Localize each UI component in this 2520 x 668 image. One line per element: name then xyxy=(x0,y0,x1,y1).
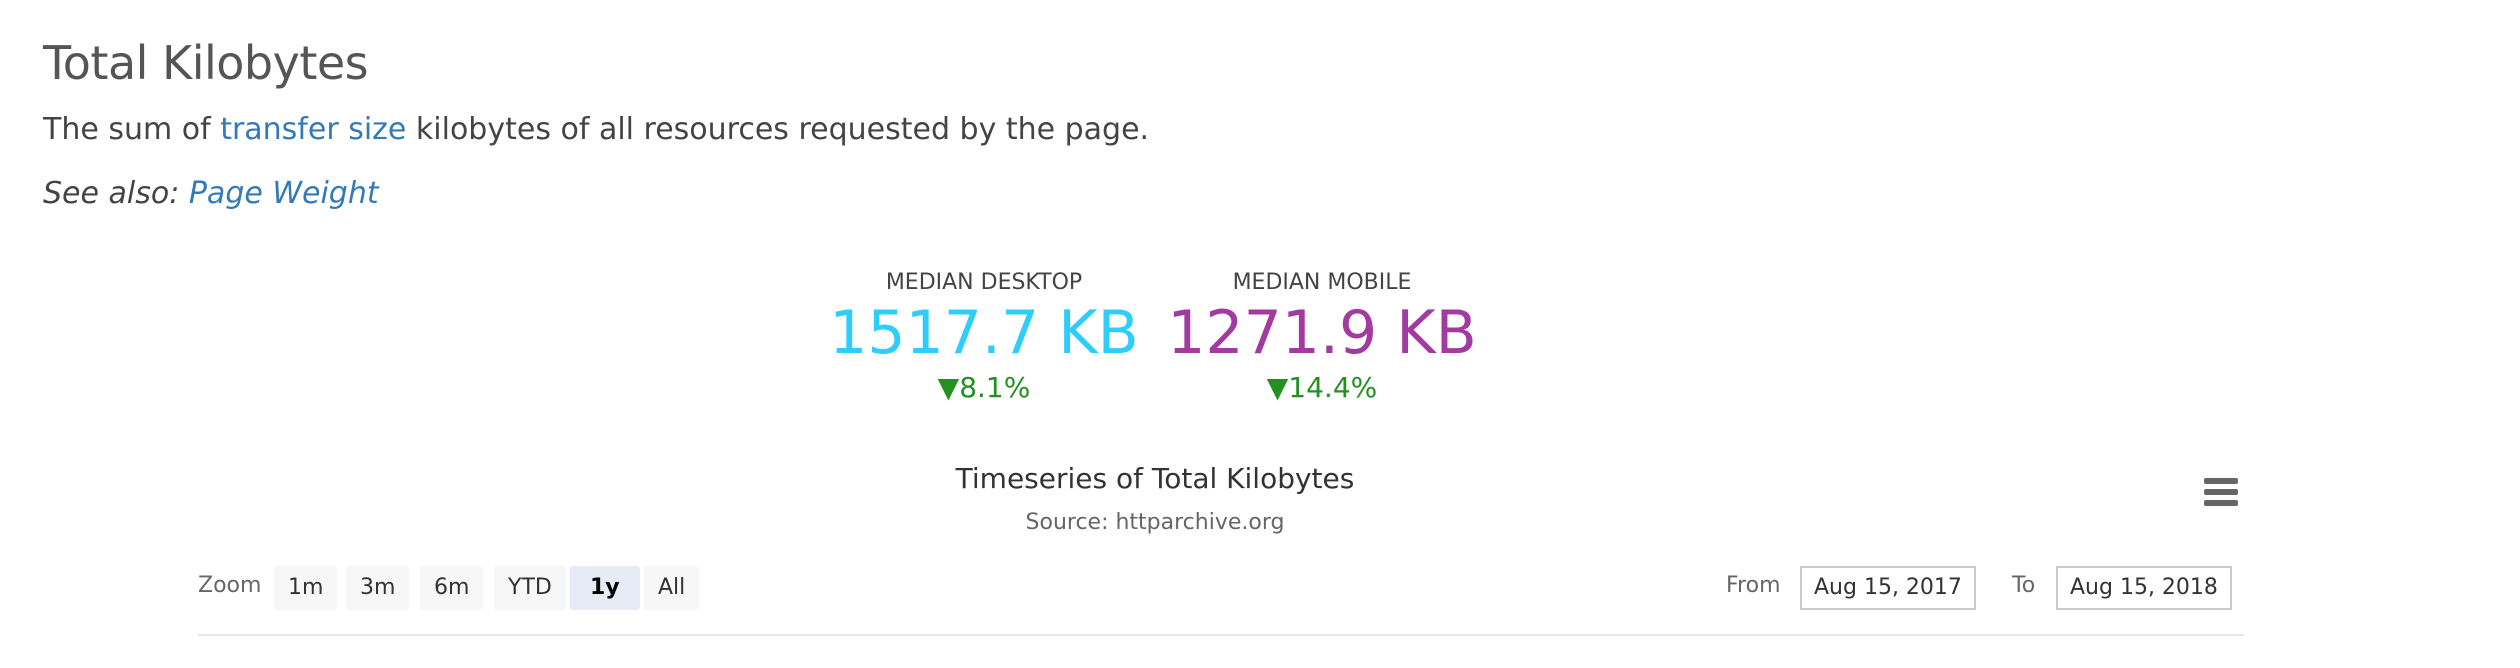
metric-median-mobile: MEDIAN MOBILE 1271.9 KB ▼14.4% xyxy=(1112,270,1532,404)
chart-title: Timeseries of Total Kilobytes xyxy=(955,462,1355,495)
description: The sum of transfer size kilobytes of al… xyxy=(43,112,1149,147)
hamburger-menu-icon[interactable] xyxy=(2204,478,2238,508)
from-label: From xyxy=(1726,573,1781,598)
zoom-1y-button[interactable]: 1y xyxy=(570,566,640,610)
metric-change-value: 14.4% xyxy=(1288,371,1378,404)
triangle-down-icon: ▼ xyxy=(937,371,960,404)
transfer-size-link[interactable]: transfer size xyxy=(220,112,407,147)
metric-change-value: 8.1% xyxy=(959,371,1031,404)
metric-label: MEDIAN MOBILE xyxy=(1232,270,1412,295)
metric-value: 1271.9 KB xyxy=(1167,298,1477,368)
description-text: kilobytes of all resources requested by … xyxy=(406,112,1150,147)
zoom-label: Zoom xyxy=(198,573,262,598)
metric-value: 1517.7 KB xyxy=(829,298,1139,368)
metric-change: ▼8.1% xyxy=(774,371,1194,404)
page-title: Total Kilobytes xyxy=(43,36,369,90)
chart-divider xyxy=(198,634,2244,636)
zoom-ytd-button[interactable]: YTD xyxy=(494,566,566,610)
zoom-6m-button[interactable]: 6m xyxy=(420,566,484,610)
to-label: To xyxy=(2012,573,2036,598)
see-also: See also: Page Weight xyxy=(43,176,379,211)
zoom-3m-button[interactable]: 3m xyxy=(346,566,410,610)
triangle-down-icon: ▼ xyxy=(1266,371,1289,404)
chart-source: Source: httparchive.org xyxy=(1025,510,1285,535)
zoom-all-button[interactable]: All xyxy=(644,566,700,610)
metric-label: MEDIAN DESKTOP xyxy=(885,270,1083,295)
metric-median-desktop: MEDIAN DESKTOP 1517.7 KB ▼8.1% xyxy=(774,270,1194,404)
from-date-input[interactable]: Aug 15, 2017 xyxy=(1800,566,1976,610)
page-weight-link[interactable]: Page Weight xyxy=(188,176,379,211)
to-date-input[interactable]: Aug 15, 2018 xyxy=(2056,566,2232,610)
see-also-label: See also: xyxy=(43,176,189,211)
metric-change: ▼14.4% xyxy=(1112,371,1532,404)
zoom-1m-button[interactable]: 1m xyxy=(274,566,338,610)
description-text: The sum of xyxy=(43,112,221,147)
